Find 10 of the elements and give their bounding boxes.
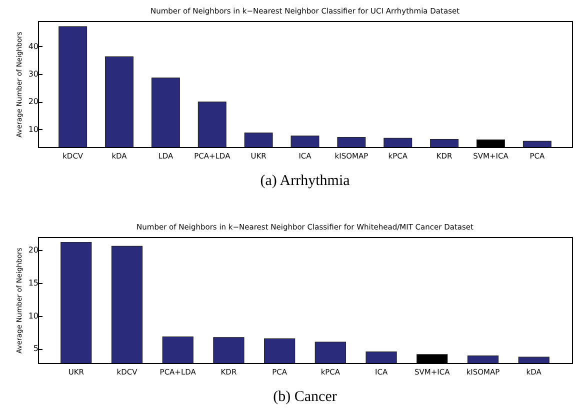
y-tick-label: 10 bbox=[28, 311, 38, 320]
y-tick-label: 30 bbox=[28, 70, 38, 79]
y-tick-label: 20 bbox=[28, 246, 38, 255]
y-tick-label: 5 bbox=[33, 344, 38, 354]
y-tick-label: 40 bbox=[28, 42, 38, 51]
y-tick-label: 10 bbox=[28, 124, 38, 134]
y-tick-label: 20 bbox=[28, 97, 38, 106]
text: (b) Cancer bbox=[273, 389, 337, 405]
y-tick-label: 15 bbox=[28, 278, 38, 288]
text: (a) Arrhythmia bbox=[260, 173, 350, 189]
